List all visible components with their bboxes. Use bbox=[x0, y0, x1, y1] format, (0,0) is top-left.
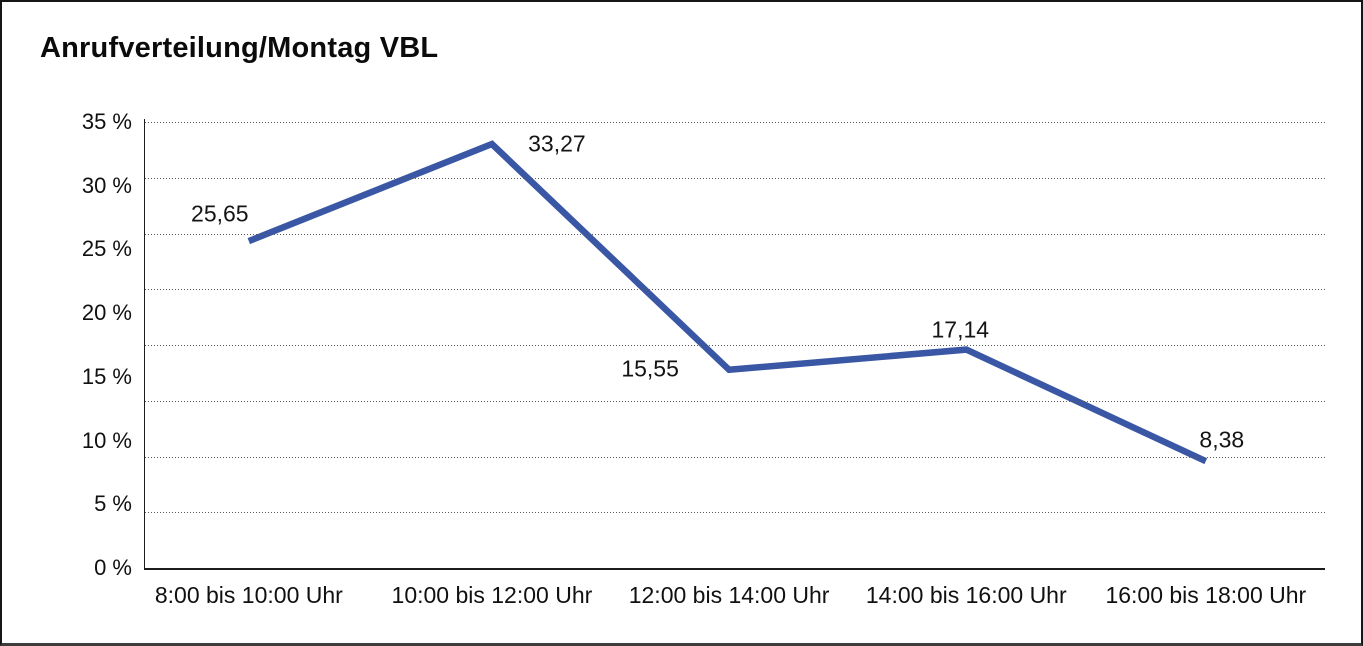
y-axis-tick-label: 30 % bbox=[81, 172, 132, 198]
gridline bbox=[145, 122, 1325, 123]
gridline bbox=[145, 512, 1325, 514]
y-axis-tick-label: 10 % bbox=[81, 427, 132, 453]
gridline bbox=[145, 456, 1325, 458]
x-axis-category-label: 8:00 bis 10:00 Uhr bbox=[154, 582, 343, 608]
x-axis-line bbox=[145, 568, 1325, 570]
y-axis-tick-label: 35 % bbox=[81, 109, 132, 134]
plot-area: 25,65 33,27 15,55 17,14 8,38 bbox=[145, 122, 1325, 568]
data-point-label: 17,14 bbox=[931, 316, 990, 343]
gridline bbox=[145, 345, 1325, 346]
y-axis-tick-label: 5 % bbox=[94, 491, 132, 517]
data-point-label: 8,38 bbox=[1199, 426, 1245, 453]
gridline bbox=[145, 400, 1325, 402]
chart-title: Anrufverteilung/Montag VBL bbox=[40, 32, 439, 64]
x-axis-category-label: 12:00 bis 14:00 Uhr bbox=[628, 582, 830, 608]
data-point-label: 15,55 bbox=[621, 355, 679, 382]
y-axis-tick-label: 20 % bbox=[81, 300, 132, 326]
data-point-label: 25,65 bbox=[191, 200, 249, 227]
gridline bbox=[145, 177, 1325, 179]
y-axis-tick-label: 25 % bbox=[81, 236, 132, 262]
gridline bbox=[145, 233, 1325, 235]
y-axis-tick-label: 0 % bbox=[94, 555, 132, 580]
x-axis-category-label: 14:00 bis 16:00 Uhr bbox=[865, 582, 1067, 608]
y-axis-tick-label: 15 % bbox=[81, 363, 132, 389]
y-axis-line bbox=[143, 119, 145, 570]
x-axis-category-label: 10:00 bis 12:00 Uhr bbox=[391, 582, 593, 608]
line-series bbox=[247, 140, 1208, 465]
x-axis-category-label: 16:00 bis 18:00 Uhr bbox=[1105, 582, 1307, 608]
gridline bbox=[145, 289, 1325, 291]
data-point-label: 33,27 bbox=[528, 130, 586, 157]
line-series-svg bbox=[247, 140, 1208, 465]
